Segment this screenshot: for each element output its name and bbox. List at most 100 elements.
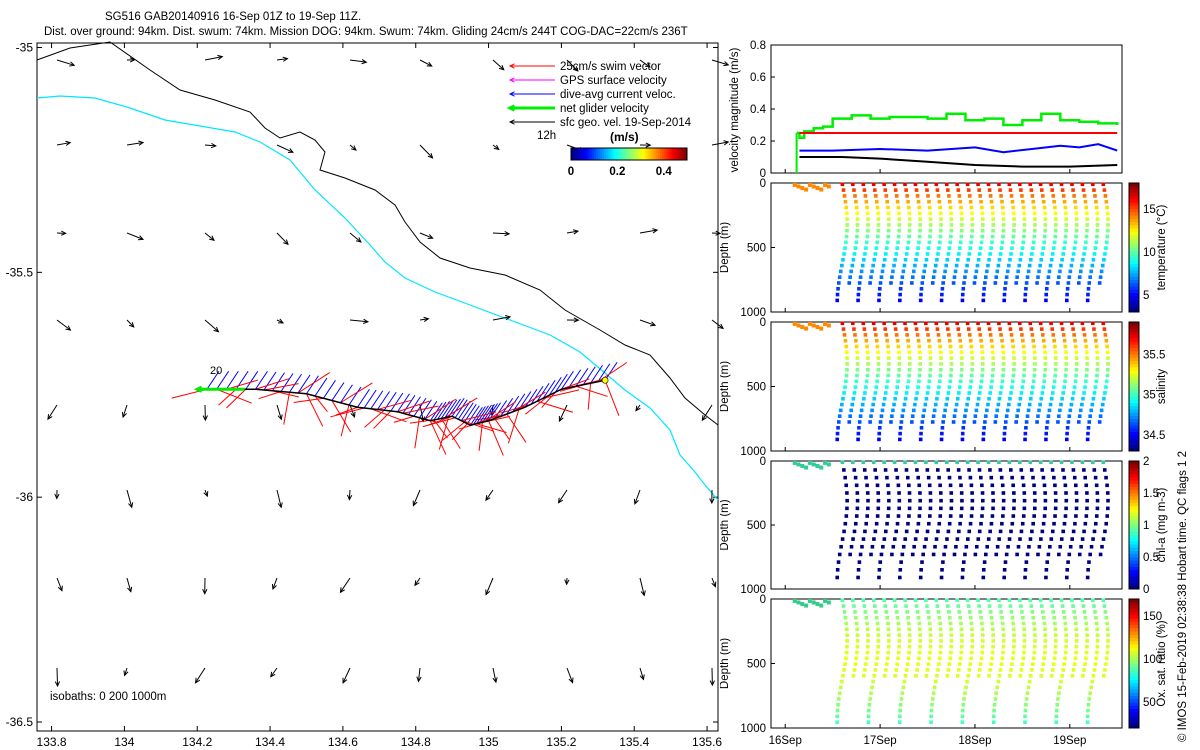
scatter-point xyxy=(892,537,897,541)
scatter-point xyxy=(845,367,849,372)
scatter-point xyxy=(853,662,858,666)
scatter-point xyxy=(1012,228,1016,233)
scatter-point xyxy=(1019,604,1023,608)
scatter-point xyxy=(1002,431,1007,436)
scatter-point xyxy=(1001,373,1005,378)
scatter-point xyxy=(887,498,891,503)
scatter-point xyxy=(876,650,880,655)
scatter-point xyxy=(907,644,912,649)
scatter-point xyxy=(960,575,965,580)
scatter-point xyxy=(1012,506,1016,511)
scatter-point xyxy=(1103,610,1108,614)
scatter-point xyxy=(977,468,982,472)
scatter-point xyxy=(959,506,964,511)
depth-ytick-label: 1000 xyxy=(740,584,766,596)
dac-vector xyxy=(402,394,416,414)
geo-velocity-arrow-head xyxy=(361,59,368,65)
scatter-point xyxy=(980,633,985,637)
scatter-point xyxy=(855,367,860,372)
scatter-point xyxy=(886,621,890,626)
scatter-point xyxy=(907,514,911,518)
scatter-point xyxy=(870,685,874,690)
scatter-point xyxy=(959,344,963,349)
scatter-point xyxy=(1019,391,1024,395)
scatter-point xyxy=(1049,460,1053,465)
scatter-point xyxy=(969,234,974,239)
scatter-point xyxy=(987,673,991,678)
scatter-point xyxy=(855,350,859,355)
scatter-point xyxy=(1036,275,1040,279)
scatter-point xyxy=(1032,373,1037,378)
scatter-point xyxy=(987,188,992,192)
scatter-point xyxy=(1019,188,1023,192)
velocity-series-line xyxy=(799,156,1118,168)
scatter-point xyxy=(979,475,983,480)
scatter-point xyxy=(969,483,974,488)
scatter-point xyxy=(977,529,982,534)
scatter-point xyxy=(932,685,937,690)
scatter-point xyxy=(1048,263,1053,268)
scatter-point xyxy=(1074,228,1079,233)
scatter-point xyxy=(854,483,859,488)
geo-velocity-arrow-head xyxy=(65,140,72,146)
scatter-point xyxy=(864,475,868,480)
scatter-point xyxy=(840,263,844,268)
scatter-point xyxy=(980,217,985,221)
scatter-point xyxy=(918,498,922,503)
scatter-point xyxy=(947,610,951,614)
scatter-point xyxy=(875,379,879,384)
colorbar-cell xyxy=(1129,250,1139,255)
scatter-point xyxy=(1105,344,1109,349)
scatter-point xyxy=(1064,491,1068,495)
scatter-point xyxy=(985,269,989,274)
scatter-point xyxy=(920,281,925,285)
scatter-point xyxy=(918,627,922,632)
scatter-point xyxy=(896,650,901,655)
scatter-point xyxy=(1012,633,1016,637)
scatter-point xyxy=(841,673,845,678)
scatter-point xyxy=(882,182,886,187)
scatter-point xyxy=(886,367,891,372)
scatter-point xyxy=(1093,662,1098,666)
scatter-point xyxy=(1054,714,1059,719)
scatter-point xyxy=(967,610,972,614)
scatter-point xyxy=(887,217,891,221)
scatter-point xyxy=(1002,437,1006,442)
geo-velocity-arrow xyxy=(419,144,433,159)
scatter-point xyxy=(886,234,891,239)
scatter-point xyxy=(852,529,857,534)
scatter-point xyxy=(949,362,954,366)
scatter-point xyxy=(938,373,943,378)
scatter-point xyxy=(928,639,933,643)
scatter-point xyxy=(882,460,886,465)
scatter-point xyxy=(1018,396,1023,401)
scatter-point xyxy=(845,362,849,366)
scatter-point xyxy=(1078,408,1083,413)
scatter-point xyxy=(854,344,859,349)
scatter-point xyxy=(931,552,936,557)
geo-velocity-arrow-head xyxy=(339,587,345,594)
geo-velocity-arrow-head xyxy=(60,230,67,236)
scatter-point xyxy=(1021,656,1026,661)
scatter-point xyxy=(991,506,995,511)
colorbar-tick-label: 0 xyxy=(568,166,574,178)
colorbar-cell xyxy=(584,148,587,160)
scatter-point xyxy=(959,367,964,372)
scatter-point xyxy=(854,615,858,620)
scatter-point xyxy=(1099,408,1104,413)
scatter-point xyxy=(980,205,984,210)
scatter-point xyxy=(953,408,958,413)
scatter-point xyxy=(996,263,1001,268)
scatter-point xyxy=(1031,475,1035,480)
colorbar-cell xyxy=(1129,405,1139,410)
scatter-point xyxy=(929,720,933,724)
scatter-point xyxy=(1018,257,1023,262)
scatter-point xyxy=(926,333,930,337)
colorbar-cell xyxy=(665,148,668,160)
scatter-point xyxy=(998,188,1002,192)
scatter-point xyxy=(937,199,942,204)
depth-ylabel: Depth (m) xyxy=(720,222,731,273)
swim-vector xyxy=(507,409,520,444)
scatter-point xyxy=(979,379,984,384)
scatter-point xyxy=(919,286,924,291)
